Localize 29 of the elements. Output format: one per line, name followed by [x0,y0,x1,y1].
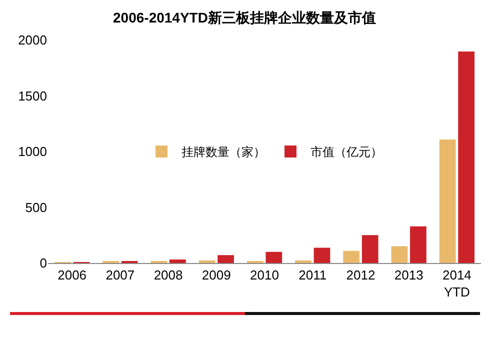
y-tick-label: 1000 [18,144,47,160]
x-tick-label: 2011 [298,268,327,283]
bar [218,255,234,263]
x-tick-label: 2012 [346,268,376,283]
bar [343,250,360,263]
y-tick-label: 1500 [18,88,47,104]
y-tick-label: 2000 [18,32,47,48]
bar [198,260,216,263]
x-tick-label: 2013 [394,268,424,283]
y-tick-label: 500 [25,200,47,215]
bar [295,260,312,263]
x-tick-label: 2009 [202,268,231,283]
bar [169,260,186,263]
bar [458,51,475,263]
bar [410,226,426,263]
x-tick-label: 2006 [58,268,87,283]
x-tick-label: 2008 [154,268,183,283]
bar [362,235,378,263]
x-tick-label: 2007 [106,268,135,283]
bar [314,248,330,263]
legend-label: 挂牌数量（家） [182,145,266,160]
bar [391,246,408,263]
bar [266,252,282,263]
bar [439,139,456,263]
chart-title: 2006-2014YTD新三板挂牌企业数量及市值 [113,9,376,26]
y-tick-label: 0 [40,256,47,271]
legend-label: 市值（亿元） [310,145,382,160]
x-tick-label: 2010 [250,268,279,283]
x-tick-label: 2014 YTD [442,268,472,300]
